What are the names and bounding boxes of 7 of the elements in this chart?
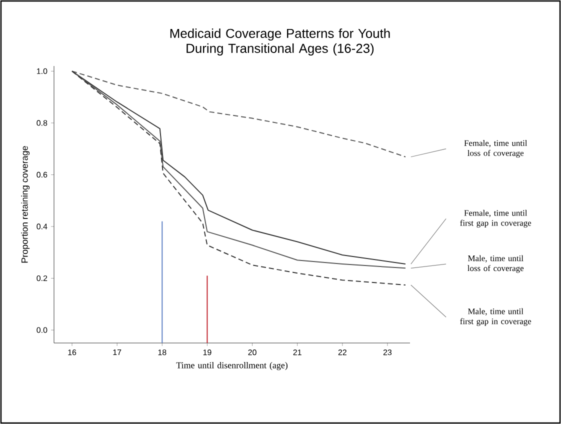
x-axis-title: Time until disenrollment (age) [176, 362, 288, 370]
text: Male, time until first gap in coverage [460, 308, 532, 326]
text: Female, time until first gap in coverage [460, 210, 532, 228]
chart-title: Medicaid Coverage Patterns for Youth During Transitional Ages (16-23) [170, 28, 390, 56]
text: Female, time until loss of coverage [464, 140, 528, 158]
y-axis-title: Proportion retaining coverage [21, 146, 30, 263]
text: Male, time until loss of coverage [468, 255, 524, 273]
